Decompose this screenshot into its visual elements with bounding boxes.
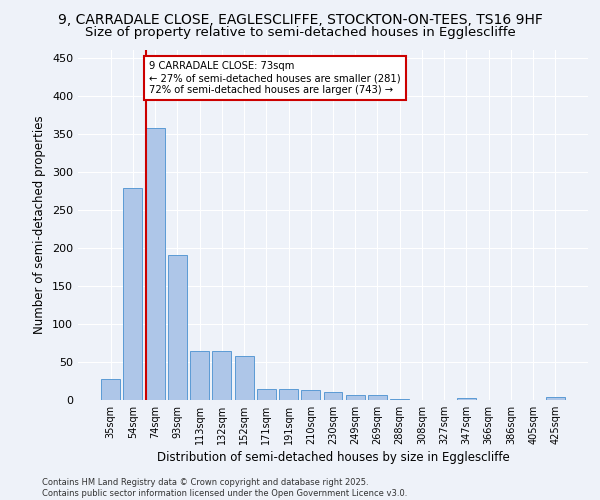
Bar [190,350,209,400]
Text: Size of property relative to semi-detached houses in Egglescliffe: Size of property relative to semi-detach… [85,26,515,39]
Text: Contains HM Land Registry data © Crown copyright and database right 2025.
Contai: Contains HM Land Registry data © Crown c… [42,478,407,498]
Bar [146,128,164,400]
Bar [235,356,254,400]
Bar [257,390,276,400]
Bar [546,397,565,400]
X-axis label: Distribution of semi-detached houses by size in Egglescliffe: Distribution of semi-detached houses by … [157,451,509,464]
Bar [212,350,231,400]
Bar [457,398,476,400]
Bar [301,390,320,400]
Bar [168,256,187,400]
Y-axis label: Number of semi-detached properties: Number of semi-detached properties [34,116,46,334]
Text: 9 CARRADALE CLOSE: 73sqm
← 27% of semi-detached houses are smaller (281)
72% of : 9 CARRADALE CLOSE: 73sqm ← 27% of semi-d… [149,62,401,94]
Bar [101,380,120,400]
Bar [279,390,298,400]
Bar [368,396,387,400]
Text: 9, CARRADALE CLOSE, EAGLESCLIFFE, STOCKTON-ON-TEES, TS16 9HF: 9, CARRADALE CLOSE, EAGLESCLIFFE, STOCKT… [58,12,542,26]
Bar [346,396,365,400]
Bar [390,399,409,400]
Bar [323,392,343,400]
Bar [124,188,142,400]
